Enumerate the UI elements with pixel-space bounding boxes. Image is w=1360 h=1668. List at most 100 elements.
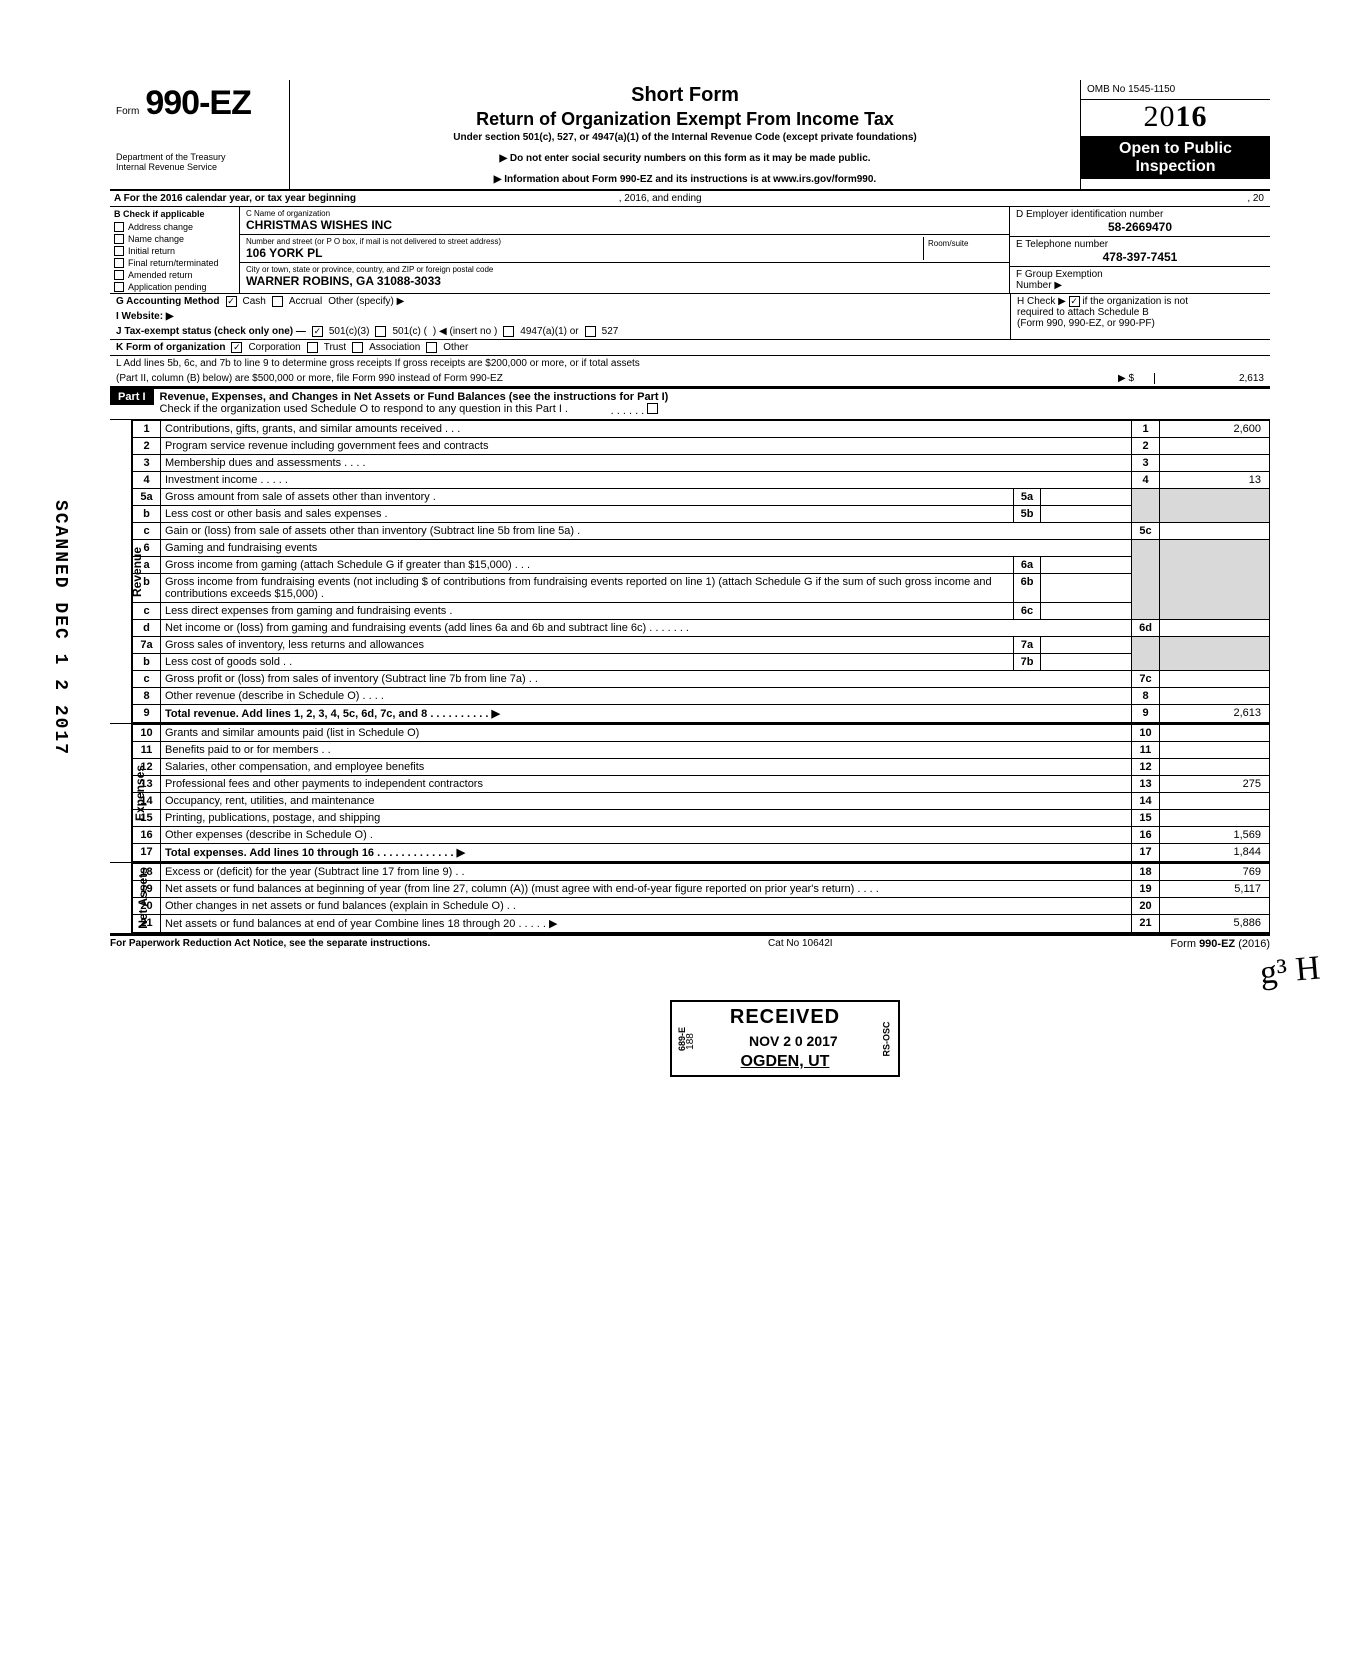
header-center: Short Form Return of Organization Exempt… xyxy=(290,80,1080,189)
room-suite: Room/suite xyxy=(923,237,1003,260)
stamp-right-code: RS-OSC xyxy=(881,1021,891,1056)
cb-application-pending[interactable]: Application pending xyxy=(110,281,239,293)
line-1: 1Contributions, gifts, grants, and simil… xyxy=(133,421,1270,438)
address-value: 106 YORK PL xyxy=(246,246,923,260)
cb-4947a1[interactable] xyxy=(503,326,514,337)
phone-line: E Telephone number 478-397-7451 xyxy=(1010,237,1270,267)
row-k-label: K Form of organization xyxy=(116,342,225,353)
col-c-org-info: C Name of organization CHRISTMAS WISHES … xyxy=(240,207,1010,293)
cb-final-return[interactable]: Final return/terminated xyxy=(110,257,239,269)
row-k: K Form of organization Corporation Trust… xyxy=(110,340,1270,356)
row-g-label: G Accounting Method xyxy=(116,296,220,307)
handwritten-note: g³ H xyxy=(1258,949,1321,992)
row-l-symbol: ▶ $ xyxy=(1118,373,1134,384)
row-a-text: A For the 2016 calendar year, or tax yea… xyxy=(110,191,1090,206)
line-6b: bGross income from fundraising events (n… xyxy=(133,574,1270,603)
cb-501c3[interactable] xyxy=(312,326,323,337)
col-b-checkboxes: B Check if applicable Address change Nam… xyxy=(110,207,240,293)
corporation-label: Corporation xyxy=(248,342,300,353)
row-j-label: J Tax-exempt status (check only one) — xyxy=(116,326,306,337)
cb-schedule-b-not-required[interactable] xyxy=(1069,296,1080,307)
form-header: Form 990-EZ Department of the Treasury I… xyxy=(110,80,1270,191)
netassets-label-text: Net Assets xyxy=(136,867,150,929)
group-exemption-number-label: Number ▶ xyxy=(1016,280,1062,291)
line-5b: bLess cost or other basis and sales expe… xyxy=(133,506,1270,523)
footer-left: For Paperwork Reduction Act Notice, see … xyxy=(110,938,430,950)
row-l-end: (Part II, column (B) below) are $500,000… xyxy=(110,371,1270,387)
expenses-sidelabel: Expenses xyxy=(110,724,132,862)
revenue-table: 1Contributions, gifts, grants, and simil… xyxy=(132,420,1270,723)
title-return: Return of Organization Exempt From Incom… xyxy=(298,109,1072,130)
cb-other-org[interactable] xyxy=(426,342,437,353)
net-assets-section: Net Assets 18Excess or (deficit) for the… xyxy=(110,863,1270,935)
cb-initial-return[interactable]: Initial return xyxy=(110,245,239,257)
revenue-sidelabel: Revenue xyxy=(110,420,132,723)
expenses-section: Expenses 10Grants and similar amounts pa… xyxy=(110,724,1270,863)
col-d-e-f: D Employer identification number 58-2669… xyxy=(1010,207,1270,293)
org-name-line: C Name of organization CHRISTMAS WISHES … xyxy=(240,207,1009,235)
line-10: 10Grants and similar amounts paid (list … xyxy=(133,725,1270,742)
header-right: OMB No 1545-1150 2016 Open to Public Ins… xyxy=(1080,80,1270,189)
stamp-small-num: 188 xyxy=(685,1033,696,1050)
city-line: City or town, state or province, country… xyxy=(240,263,1009,290)
address-line: Number and street (or P O box, if mail i… xyxy=(240,235,1009,263)
footer-right: Form 990-EZ (2016) xyxy=(1170,938,1270,950)
line-6a: aGross income from gaming (attach Schedu… xyxy=(133,557,1270,574)
association-label: Association xyxy=(369,342,420,353)
expenses-label-text: Expenses xyxy=(133,765,147,821)
website-label: I Website: ▶ xyxy=(116,311,174,322)
cb-527[interactable] xyxy=(585,326,596,337)
left-gij: G Accounting Method Cash Accrual Other (… xyxy=(110,294,1010,339)
part-1-title: Revenue, Expenses, and Changes in Net As… xyxy=(160,391,669,403)
501c-label: 501(c) ( xyxy=(392,326,426,337)
line-18: 18Excess or (deficit) for the year (Subt… xyxy=(133,864,1270,881)
revenue-label-text: Revenue xyxy=(130,546,144,596)
stamp-date-row: 188 NOV 2 0 2017 xyxy=(682,1033,888,1049)
subtitle: Under section 501(c), 527, or 4947(a)(1)… xyxy=(298,132,1072,143)
line-7a: 7aGross sales of inventory, less returns… xyxy=(133,637,1270,654)
year-bold: 16 xyxy=(1176,100,1208,133)
cb-name-change[interactable]: Name change xyxy=(110,233,239,245)
line-8: 8Other revenue (describe in Schedule O) … xyxy=(133,688,1270,705)
title-short-form: Short Form xyxy=(298,84,1072,107)
address-main: Number and street (or P O box, if mail i… xyxy=(246,237,923,260)
line-14: 14Occupancy, rent, utilities, and mainte… xyxy=(133,793,1270,810)
row-a-mid: , 2016, and ending xyxy=(619,193,702,204)
phone-value: 478-397-7451 xyxy=(1016,250,1264,264)
cb-corporation[interactable] xyxy=(231,342,242,353)
stamp-date: NOV 2 0 2017 xyxy=(749,1033,838,1049)
ein-label: D Employer identification number xyxy=(1016,209,1264,220)
tax-year: 2016 xyxy=(1081,100,1270,136)
group-exemption-label: F Group Exemption xyxy=(1016,269,1103,280)
4947a1-label: 4947(a)(1) or xyxy=(520,326,578,337)
line-13: 13Professional fees and other payments t… xyxy=(133,776,1270,793)
dept-line2: Internal Revenue Service xyxy=(116,163,283,173)
line-2: 2Program service revenue including gover… xyxy=(133,438,1270,455)
cb-trust[interactable] xyxy=(307,342,318,353)
footer-mid: Cat No 10642I xyxy=(768,938,833,950)
cb-address-change[interactable]: Address change xyxy=(110,221,239,233)
cb-501c[interactable] xyxy=(375,326,386,337)
cb-amended-return[interactable]: Amended return xyxy=(110,269,239,281)
cb-cash[interactable] xyxy=(226,296,237,307)
part-1-header: Part I Revenue, Expenses, and Changes in… xyxy=(110,387,1270,420)
line-15: 15Printing, publications, postage, and s… xyxy=(133,810,1270,827)
received-stamp: 689-E RS-OSC RECEIVED 188 NOV 2 0 2017 O… xyxy=(670,1000,900,1077)
rows-g-through-j: G Accounting Method Cash Accrual Other (… xyxy=(110,294,1270,340)
arrow-line-1: ▶ Do not enter social security numbers o… xyxy=(298,153,1072,164)
cb-schedule-o-part1[interactable] xyxy=(647,403,658,414)
arrow-line-2: ▶ Information about Form 990-EZ and its … xyxy=(298,174,1072,185)
line-21: 21Net assets or fund balances at end of … xyxy=(133,915,1270,933)
stamp-received-text: RECEIVED xyxy=(682,1006,888,1029)
line-7b: bLess cost of goods sold . .7b xyxy=(133,654,1270,671)
cb-accrual[interactable] xyxy=(272,296,283,307)
cb-association[interactable] xyxy=(352,342,363,353)
part-1-label: Part I xyxy=(110,389,154,405)
omb-number: OMB No 1545-1150 xyxy=(1081,80,1270,100)
trust-label: Trust xyxy=(324,342,346,353)
line-16: 16Other expenses (describe in Schedule O… xyxy=(133,827,1270,844)
city-value: WARNER ROBINS, GA 31088-3033 xyxy=(246,274,1003,288)
form-number: 990-EZ xyxy=(145,84,251,123)
row-a-right: , 20 xyxy=(1090,191,1270,206)
line-6d: dNet income or (loss) from gaming and fu… xyxy=(133,620,1270,637)
